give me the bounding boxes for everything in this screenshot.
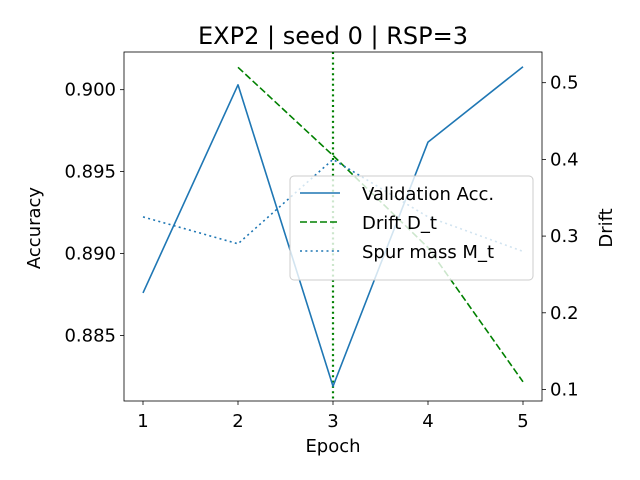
x-tick-label: 1 — [137, 411, 148, 432]
legend-label-2: Drift D_t — [362, 213, 437, 234]
y-left-tick-label: 0.885 — [64, 325, 116, 346]
x-axis-label: Epoch — [305, 436, 360, 457]
series-line-1 — [142, 66, 524, 388]
x-tick-label: 2 — [232, 411, 243, 432]
legend-label-1: Validation Acc. — [362, 184, 494, 205]
y-left-tick-label: 0.890 — [64, 244, 116, 265]
y-right-tick-label: 0.4 — [550, 149, 579, 170]
x-tick-label: 3 — [327, 411, 338, 432]
legend: Validation Acc. Drift D_t Spur mass M_t — [289, 175, 534, 281]
y-left-tick-label: 0.900 — [64, 80, 116, 101]
y-right-tick-label: 0.3 — [550, 226, 579, 247]
chart-title: EXP2 | seed 0 | RSP=3 — [198, 22, 468, 50]
y-left-tick-label: 0.895 — [64, 162, 116, 183]
legend-label-3: Spur mass M_t — [362, 242, 494, 263]
y-right-tick-label: 0.5 — [550, 73, 579, 94]
y-right-tick-label: 0.1 — [550, 379, 579, 400]
legend-box — [289, 175, 534, 281]
y-right-tick-label: 0.2 — [550, 303, 579, 324]
x-tick-label: 5 — [517, 411, 528, 432]
y-axis-right-label: Drift — [596, 208, 617, 247]
y-axis-left-label: Accuracy — [24, 187, 45, 270]
x-tick-label: 4 — [422, 411, 433, 432]
